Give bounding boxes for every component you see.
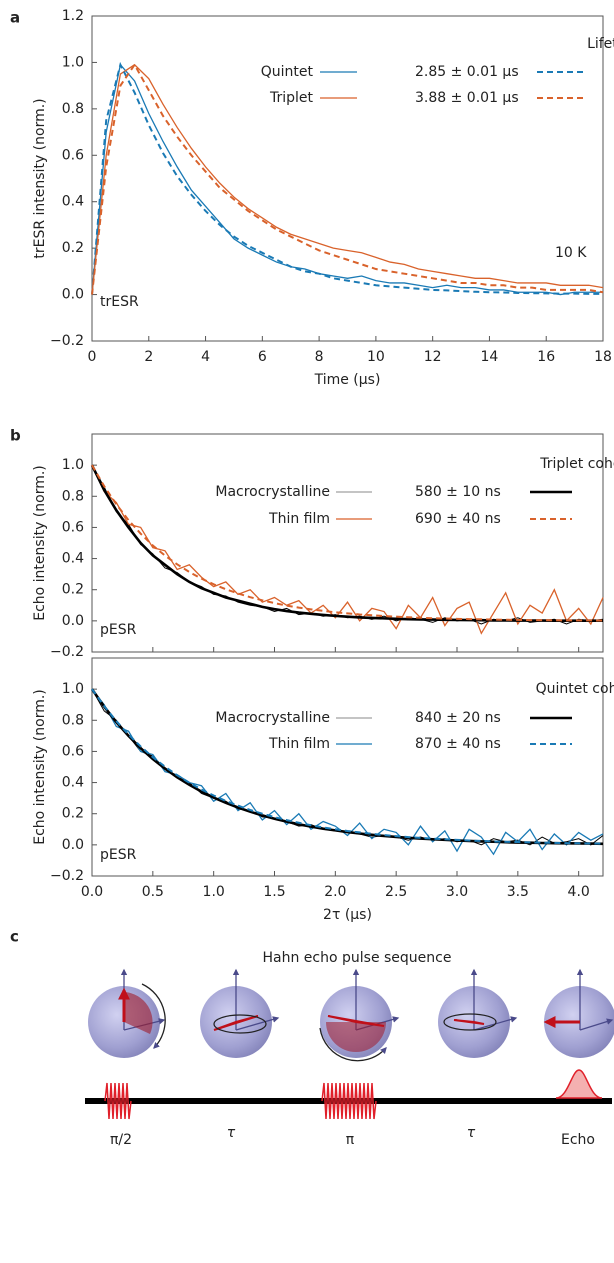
y-tick-label: 0.0 [62, 837, 84, 853]
x-tick-label: 12 [424, 349, 442, 365]
legend-label: Quintet [261, 64, 314, 80]
series-line [90, 688, 604, 846]
series-line [91, 688, 604, 846]
y-axis-label: Echo intensity (norm.) [32, 689, 48, 845]
legend-label: 690 ± 40 ns [415, 511, 501, 527]
x-tick-label: 18 [594, 349, 612, 365]
series-line [91, 63, 604, 295]
legend-label: Thin film [268, 736, 330, 752]
pulse-pi-half [104, 1082, 132, 1120]
y-tick-label: 0.0 [62, 287, 84, 303]
series-line [91, 61, 603, 295]
x-tick-label: 10 [367, 349, 385, 365]
echo-signal [555, 1069, 603, 1099]
legend-label: 3.88 ± 0.01 μs [415, 90, 519, 106]
y-tick-label: 0.2 [62, 806, 84, 822]
y-tick-label: 1.0 [62, 54, 84, 70]
panel-label: c [10, 928, 19, 946]
y-axis-label: trESR intensity (norm.) [32, 98, 48, 258]
x-tick-label: 0.0 [81, 884, 103, 900]
legend-label: Macrocrystalline [215, 710, 330, 726]
delay-label: τ [467, 1125, 476, 1141]
y-tick-label: −0.2 [50, 868, 84, 884]
y-tick-label: 0.6 [62, 147, 84, 163]
x-tick-label: 3.0 [446, 884, 468, 900]
series-line [91, 464, 604, 625]
plot-frame [91, 433, 604, 653]
bloch-spheres [88, 968, 614, 1062]
y-axis-label: Echo intensity (norm.) [32, 465, 48, 621]
y-tick-label: 0.0 [62, 613, 84, 629]
x-axis-label: Time (μs) [314, 372, 381, 388]
annotation: trESR [100, 294, 139, 310]
x-tick-label: 16 [537, 349, 555, 365]
y-tick-label: 0.4 [62, 194, 84, 210]
legend-label: 870 ± 40 ns [415, 736, 501, 752]
pulse-label: π/2 [110, 1132, 132, 1148]
x-tick-label: 6 [258, 349, 267, 365]
x-axis-label: 2τ (μs) [323, 907, 372, 923]
y-tick-label: 1.2 [62, 8, 84, 24]
panel-label: a [10, 9, 20, 27]
x-tick-label: 1.5 [263, 884, 285, 900]
legend-label: Triplet [269, 90, 314, 106]
series-line [91, 464, 604, 635]
x-tick-label: 4 [201, 349, 210, 365]
y-tick-label: 0.6 [62, 519, 84, 535]
x-tick-label: 2.0 [324, 884, 346, 900]
y-tick-label: 0.8 [62, 712, 84, 728]
y-tick-label: 1.0 [62, 681, 84, 697]
x-tick-label: 1.0 [203, 884, 225, 900]
y-tick-label: 0.4 [62, 551, 84, 567]
annotation: pESR [100, 847, 137, 863]
legend-label: 840 ± 20 ns [415, 710, 501, 726]
y-tick-label: 1.0 [62, 457, 84, 473]
plot-frame [91, 15, 604, 342]
legend-label: Macrocrystalline [215, 484, 330, 500]
y-tick-label: −0.2 [50, 644, 84, 660]
y-tick-label: 0.6 [62, 743, 84, 759]
legend-title: Lifetime [587, 36, 614, 52]
series-line [91, 688, 604, 845]
x-tick-label: 14 [481, 349, 499, 365]
echo-label: Echo [561, 1132, 595, 1148]
x-tick-label: 2.5 [385, 884, 407, 900]
y-tick-label: 0.8 [62, 488, 84, 504]
y-tick-label: 0.8 [62, 101, 84, 117]
series-line [91, 464, 604, 622]
y-tick-label: 0.2 [62, 240, 84, 256]
panel-label: b [10, 427, 21, 445]
legend-label: Thin film [268, 511, 330, 527]
legend-label: 580 ± 10 ns [415, 484, 501, 500]
legend-label: 2.85 ± 0.01 μs [415, 64, 519, 80]
x-tick-label: 2 [144, 349, 153, 365]
x-tick-label: 3.5 [507, 884, 529, 900]
annotation: pESR [100, 622, 137, 638]
plot-frame [91, 657, 604, 877]
annotation: 10 K [555, 245, 587, 261]
series-line [91, 62, 604, 295]
y-tick-label: −0.2 [50, 333, 84, 349]
legend-title: Triplet coherence time [539, 456, 614, 472]
pulse-label: π [346, 1132, 355, 1148]
x-tick-label: 4.0 [568, 884, 590, 900]
legend-title: Quintet coherence time [536, 681, 614, 697]
x-tick-label: 8 [315, 349, 324, 365]
pulse-pi [321, 1082, 377, 1120]
delay-label: τ [227, 1125, 236, 1141]
x-tick-label: 0.5 [142, 884, 164, 900]
x-tick-label: 0 [88, 349, 97, 365]
y-tick-label: 0.2 [62, 582, 84, 598]
y-tick-label: 0.4 [62, 775, 84, 791]
diagram-title: Hahn echo pulse sequence [263, 950, 452, 966]
series-line [90, 464, 603, 622]
